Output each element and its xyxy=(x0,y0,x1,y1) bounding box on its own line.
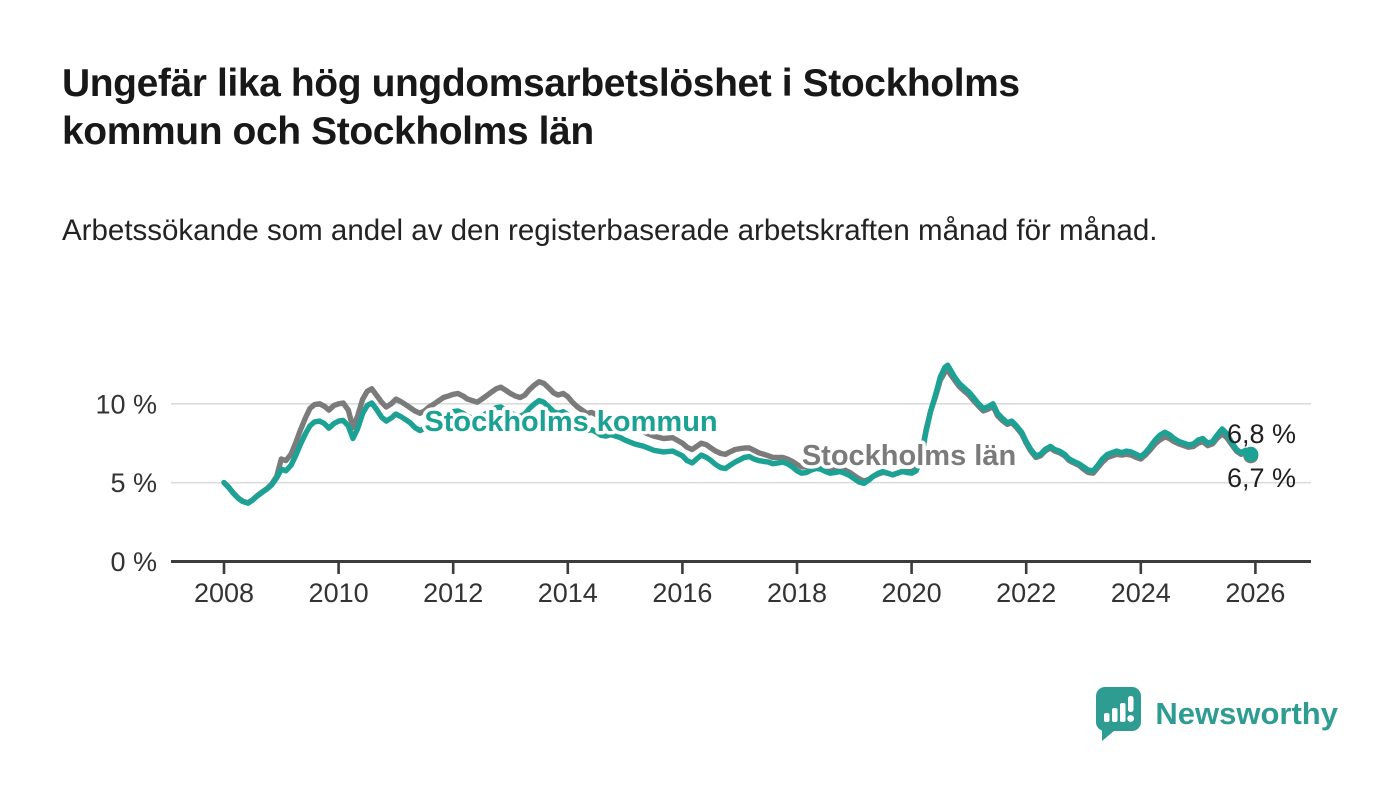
chart-subtitle: Arbetssökande som andel av den registerb… xyxy=(62,214,1158,247)
y-tick-label-0: 0 % xyxy=(110,547,157,577)
x-axis-ticks xyxy=(222,561,1257,574)
end-value-label-kommun: 6,8 % xyxy=(1227,419,1296,449)
x-tick-label-2024: 2024 xyxy=(1111,578,1171,608)
x-tick-label-2020: 2020 xyxy=(882,578,942,608)
x-tick-label-2014: 2014 xyxy=(538,578,598,608)
data-series-lines xyxy=(221,362,1259,506)
chart-title: Ungefär lika hög ungdomsarbetslöshet i S… xyxy=(62,62,1020,153)
speech-bubble-shape xyxy=(1096,687,1142,741)
x-tick-label-2026: 2026 xyxy=(1225,578,1285,608)
y-tick-label-10: 10 % xyxy=(95,389,157,419)
x-tick-label-2018: 2018 xyxy=(767,578,827,608)
gridlines xyxy=(171,402,1311,484)
branding-footer: Newsworthy xyxy=(1095,686,1338,742)
x-tick-label-2012: 2012 xyxy=(423,578,483,608)
y-tick-label-5: 5 % xyxy=(110,468,157,498)
end-dot-stockholms-kommun xyxy=(1243,446,1259,462)
x-tick-label-2016: 2016 xyxy=(652,578,712,608)
mini-bar-chart-glyph xyxy=(1104,696,1135,722)
x-tick-label-2008: 2008 xyxy=(194,578,254,608)
newsworthy-logo-icon xyxy=(1096,687,1142,741)
chart-header: Ungefär lika hög ungdomsarbetslöshet i S… xyxy=(62,60,1182,156)
y-axis-labels: 0 % 5 % 10 % xyxy=(95,389,157,577)
x-tick-label-2010: 2010 xyxy=(309,578,369,608)
line-stockholms-kommun xyxy=(221,362,1254,506)
series-label-stockholms-kommun: Stockholms kommun xyxy=(424,406,717,438)
brand-name: Newsworthy xyxy=(1155,696,1338,731)
x-axis-labels: 2008 2010 2012 2014 2016 2018 2020 2022 2024 2026 xyxy=(194,578,1285,608)
x-tick-label-2022: 2022 xyxy=(996,578,1056,608)
end-value-label-lan: 6,7 % xyxy=(1227,463,1296,493)
series-label-stockholms-lan: Stockholms län xyxy=(802,440,1016,472)
